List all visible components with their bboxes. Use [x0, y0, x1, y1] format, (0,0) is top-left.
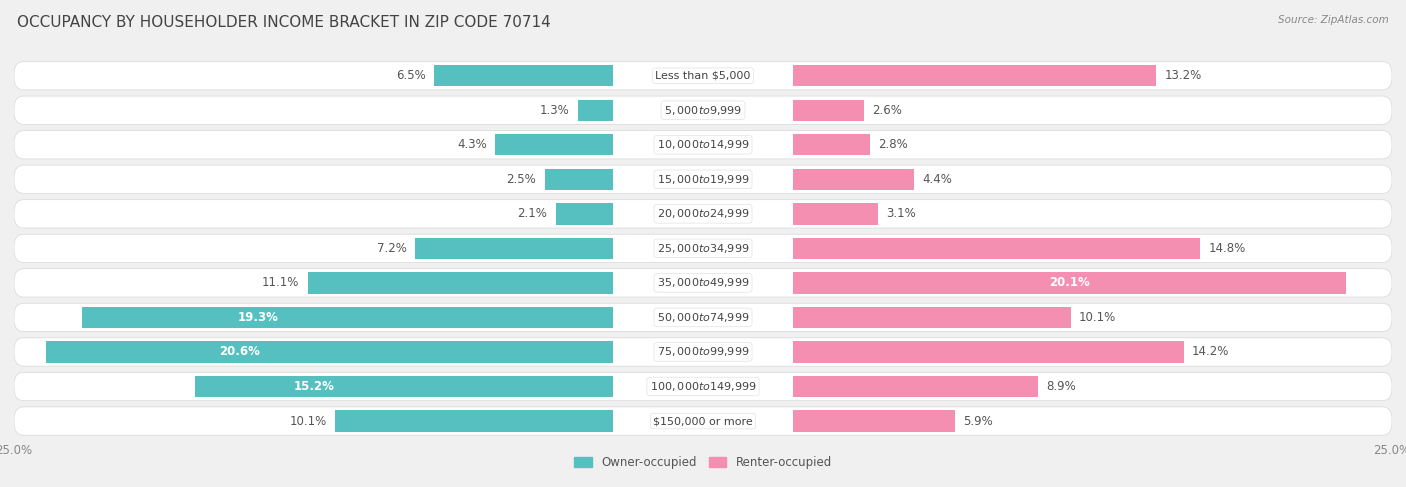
Text: 10.1%: 10.1% — [290, 414, 326, 428]
Text: Less than $5,000: Less than $5,000 — [655, 71, 751, 81]
Text: $75,000 to $99,999: $75,000 to $99,999 — [657, 345, 749, 358]
Text: 2.5%: 2.5% — [506, 173, 536, 186]
Text: $35,000 to $49,999: $35,000 to $49,999 — [657, 277, 749, 289]
Text: $5,000 to $9,999: $5,000 to $9,999 — [664, 104, 742, 117]
Text: 2.1%: 2.1% — [517, 207, 547, 220]
FancyBboxPatch shape — [14, 373, 1392, 401]
Text: 6.5%: 6.5% — [396, 69, 426, 82]
Bar — [793, 272, 1347, 294]
Legend: Owner-occupied, Renter-occupied: Owner-occupied, Renter-occupied — [569, 452, 837, 474]
Bar — [793, 65, 1156, 86]
Bar — [308, 272, 613, 294]
Text: $150,000 or more: $150,000 or more — [654, 416, 752, 426]
Bar — [793, 341, 1184, 363]
Bar — [578, 99, 613, 121]
FancyBboxPatch shape — [14, 131, 1392, 159]
Text: 4.4%: 4.4% — [922, 173, 952, 186]
Bar — [46, 341, 613, 363]
Bar — [555, 203, 613, 225]
Bar — [495, 134, 613, 155]
Text: 19.3%: 19.3% — [238, 311, 278, 324]
FancyBboxPatch shape — [14, 407, 1392, 435]
FancyBboxPatch shape — [14, 200, 1392, 228]
Text: 2.6%: 2.6% — [873, 104, 903, 117]
Bar — [793, 203, 877, 225]
FancyBboxPatch shape — [14, 61, 1392, 90]
Text: 8.9%: 8.9% — [1046, 380, 1076, 393]
Bar — [793, 169, 914, 190]
Bar — [434, 65, 613, 86]
Bar — [793, 238, 1201, 259]
Text: $50,000 to $74,999: $50,000 to $74,999 — [657, 311, 749, 324]
Bar — [793, 307, 1071, 328]
Text: 14.2%: 14.2% — [1192, 345, 1229, 358]
Text: $25,000 to $34,999: $25,000 to $34,999 — [657, 242, 749, 255]
FancyBboxPatch shape — [14, 338, 1392, 366]
FancyBboxPatch shape — [14, 234, 1392, 262]
Text: 2.8%: 2.8% — [877, 138, 908, 151]
Text: 5.9%: 5.9% — [963, 414, 993, 428]
Text: 20.6%: 20.6% — [219, 345, 260, 358]
FancyBboxPatch shape — [14, 96, 1392, 124]
Text: 15.2%: 15.2% — [294, 380, 335, 393]
Text: 3.1%: 3.1% — [886, 207, 915, 220]
Text: 10.1%: 10.1% — [1080, 311, 1116, 324]
Bar — [793, 411, 955, 432]
Text: 11.1%: 11.1% — [262, 277, 299, 289]
Text: $100,000 to $149,999: $100,000 to $149,999 — [650, 380, 756, 393]
Text: Source: ZipAtlas.com: Source: ZipAtlas.com — [1278, 15, 1389, 25]
Text: OCCUPANCY BY HOUSEHOLDER INCOME BRACKET IN ZIP CODE 70714: OCCUPANCY BY HOUSEHOLDER INCOME BRACKET … — [17, 15, 551, 30]
Bar — [544, 169, 613, 190]
Text: $20,000 to $24,999: $20,000 to $24,999 — [657, 207, 749, 220]
Bar — [82, 307, 613, 328]
FancyBboxPatch shape — [14, 303, 1392, 332]
FancyBboxPatch shape — [14, 269, 1392, 297]
Text: 14.8%: 14.8% — [1209, 242, 1246, 255]
Bar — [793, 134, 870, 155]
Text: $15,000 to $19,999: $15,000 to $19,999 — [657, 173, 749, 186]
Bar — [194, 376, 613, 397]
Bar — [793, 99, 865, 121]
Text: 1.3%: 1.3% — [540, 104, 569, 117]
Text: 20.1%: 20.1% — [1049, 277, 1090, 289]
Bar — [415, 238, 613, 259]
Text: $10,000 to $14,999: $10,000 to $14,999 — [657, 138, 749, 151]
Text: 13.2%: 13.2% — [1164, 69, 1202, 82]
FancyBboxPatch shape — [14, 165, 1392, 193]
Bar — [335, 411, 613, 432]
Bar — [793, 376, 1038, 397]
Text: 7.2%: 7.2% — [377, 242, 406, 255]
Text: 4.3%: 4.3% — [457, 138, 486, 151]
